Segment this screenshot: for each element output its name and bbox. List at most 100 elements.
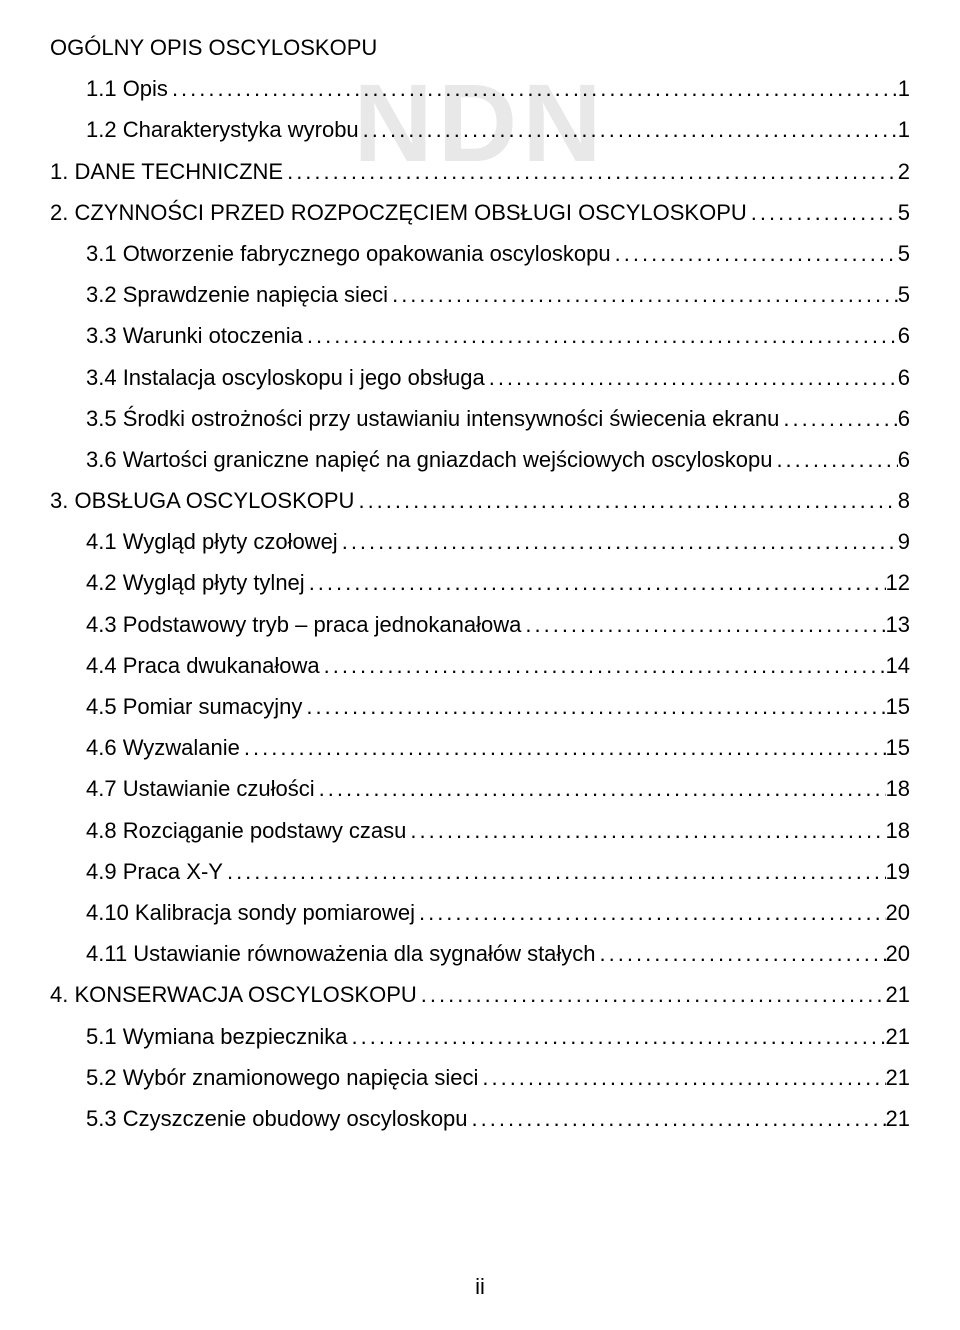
toc-entry-page: 9 bbox=[898, 524, 910, 559]
toc-entry: 4.7 Ustawianie czułości.................… bbox=[50, 771, 910, 806]
page-number: ii bbox=[475, 1274, 485, 1300]
toc-entry-page: 5 bbox=[898, 277, 910, 312]
toc-entry-page: 1 bbox=[898, 112, 910, 147]
toc-entry: OGÓLNY OPIS OSCYLOSKOPU bbox=[50, 30, 910, 65]
toc-entry-title: OGÓLNY OPIS OSCYLOSKOPU bbox=[50, 30, 377, 65]
toc-entry-dots: ........................................… bbox=[388, 277, 898, 312]
toc-entry-dots: ........................................… bbox=[478, 1060, 885, 1095]
toc-entry-title: 1.2 Charakterystyka wyrobu bbox=[86, 112, 359, 147]
toc-entry: 2. CZYNNOŚCI PRZED ROZPOCZĘCIEM OBSŁUGI … bbox=[50, 195, 910, 230]
toc-entry-title: 4. KONSERWACJA OSCYLOSKOPU bbox=[50, 977, 417, 1012]
toc-entry: 4.10 Kalibracja sondy pomiarowej........… bbox=[50, 895, 910, 930]
toc-entry: 3.1 Otworzenie fabrycznego opakowania os… bbox=[50, 236, 910, 271]
toc-entry: 4.8 Rozciąganie podstawy czasu..........… bbox=[50, 813, 910, 848]
toc-entry-title: 4.6 Wyzwalanie bbox=[86, 730, 240, 765]
toc-entry-dots: ........................................… bbox=[359, 112, 898, 147]
toc-entry-dots: ........................................… bbox=[747, 195, 898, 230]
toc-entry-page: 6 bbox=[898, 401, 910, 436]
toc-entry-dots: ........................................… bbox=[348, 1019, 886, 1054]
toc-entry-dots: ........................................… bbox=[468, 1101, 886, 1136]
toc-entry-dots: ........................................… bbox=[240, 730, 886, 765]
toc-entry: 3. OBSŁUGA OSCYLOSKOPU..................… bbox=[50, 483, 910, 518]
toc-entry-dots: ........................................… bbox=[320, 648, 886, 683]
toc-entry-title: 3. OBSŁUGA OSCYLOSKOPU bbox=[50, 483, 354, 518]
toc-entry-page: 18 bbox=[886, 771, 910, 806]
toc-entry-title: 3.3 Warunki otoczenia bbox=[86, 318, 303, 353]
toc-entry: 3.3 Warunki otoczenia...................… bbox=[50, 318, 910, 353]
toc-entry-page: 6 bbox=[898, 360, 910, 395]
toc-entry-page: 14 bbox=[886, 648, 910, 683]
toc-entry-page: 18 bbox=[886, 813, 910, 848]
toc-entry-page: 5 bbox=[898, 195, 910, 230]
toc-entry-title: 4.3 Podstawowy tryb – praca jednokanałow… bbox=[86, 607, 521, 642]
toc-entry-dots: ........................................… bbox=[223, 854, 886, 889]
toc-entry-page: 15 bbox=[886, 689, 910, 724]
toc-entry-dots: ........................................… bbox=[305, 565, 886, 600]
table-of-contents: OGÓLNY OPIS OSCYLOSKOPU 1.1 Opis.........… bbox=[50, 30, 910, 1136]
toc-entry-title: 4.10 Kalibracja sondy pomiarowej bbox=[86, 895, 415, 930]
toc-entry-title: 4.5 Pomiar sumacyjny bbox=[86, 689, 302, 724]
toc-entry: 4.11 Ustawianie równoważenia dla sygnałó… bbox=[50, 936, 910, 971]
toc-entry-title: 4.8 Rozciąganie podstawy czasu bbox=[86, 813, 406, 848]
toc-entry-dots: ........................................… bbox=[338, 524, 898, 559]
toc-entry-page: 19 bbox=[886, 854, 910, 889]
toc-entry-dots: ........................................… bbox=[406, 813, 885, 848]
toc-entry-page: 5 bbox=[898, 236, 910, 271]
toc-entry-page: 20 bbox=[886, 895, 910, 930]
toc-entry-dots: ........................................… bbox=[415, 895, 886, 930]
toc-entry: 5.1 Wymiana bezpiecznika................… bbox=[50, 1019, 910, 1054]
toc-entry-page: 20 bbox=[886, 936, 910, 971]
toc-entry-title: 3.1 Otworzenie fabrycznego opakowania os… bbox=[86, 236, 611, 271]
toc-entry-page: 21 bbox=[886, 1019, 910, 1054]
toc-entry-dots: ........................................… bbox=[168, 71, 898, 106]
toc-entry-title: 5.2 Wybór znamionowego napięcia sieci bbox=[86, 1060, 478, 1095]
toc-entry-page: 21 bbox=[886, 1101, 910, 1136]
toc-entry-page: 21 bbox=[886, 977, 910, 1012]
toc-entry-title: 3.6 Wartości graniczne napięć na gniazda… bbox=[86, 442, 772, 477]
toc-entry-dots: ........................................… bbox=[521, 607, 885, 642]
toc-entry: 3.5 Środki ostrożności przy ustawianiu i… bbox=[50, 401, 910, 436]
toc-entry-page: 21 bbox=[886, 1060, 910, 1095]
toc-entry: 5.3 Czyszczenie obudowy oscyloskopu.....… bbox=[50, 1101, 910, 1136]
toc-entry: 4.5 Pomiar sumacyjny....................… bbox=[50, 689, 910, 724]
toc-entry-dots: ........................................… bbox=[315, 771, 886, 806]
toc-entry-page: 2 bbox=[898, 154, 910, 189]
toc-entry-title: 4.4 Praca dwukanałowa bbox=[86, 648, 320, 683]
toc-entry-dots: ........................................… bbox=[772, 442, 897, 477]
toc-entry-dots: ........................................… bbox=[302, 689, 885, 724]
toc-entry-title: 5.1 Wymiana bezpiecznika bbox=[86, 1019, 348, 1054]
toc-entry: 4.9 Praca X-Y...........................… bbox=[50, 854, 910, 889]
toc-entry-page: 8 bbox=[898, 483, 910, 518]
toc-entry-title: 4.9 Praca X-Y bbox=[86, 854, 223, 889]
toc-entry-dots: ........................................… bbox=[779, 401, 897, 436]
toc-entry-title: 3.2 Sprawdzenie napięcia sieci bbox=[86, 277, 388, 312]
toc-entry-page: 1 bbox=[898, 71, 910, 106]
toc-entry-title: 4.11 Ustawianie równoważenia dla sygnałó… bbox=[86, 936, 596, 971]
toc-entry-dots: ........................................… bbox=[303, 318, 898, 353]
toc-entry: 3.6 Wartości graniczne napięć na gniazda… bbox=[50, 442, 910, 477]
toc-entry: 4.1 Wygląd płyty czołowej...............… bbox=[50, 524, 910, 559]
toc-entry-title: 5.3 Czyszczenie obudowy oscyloskopu bbox=[86, 1101, 468, 1136]
toc-entry: 4.3 Podstawowy tryb – praca jednokanałow… bbox=[50, 607, 910, 642]
toc-entry-title: 3.5 Środki ostrożności przy ustawianiu i… bbox=[86, 401, 779, 436]
toc-entry-title: 2. CZYNNOŚCI PRZED ROZPOCZĘCIEM OBSŁUGI … bbox=[50, 195, 747, 230]
toc-entry-dots: ........................................… bbox=[417, 977, 886, 1012]
toc-entry-page: 6 bbox=[898, 318, 910, 353]
toc-entry-page: 12 bbox=[886, 565, 910, 600]
toc-entry: 1.1 Opis................................… bbox=[50, 71, 910, 106]
toc-entry-title: 4.2 Wygląd płyty tylnej bbox=[86, 565, 305, 600]
toc-entry-title: 4.7 Ustawianie czułości bbox=[86, 771, 315, 806]
toc-entry-dots: ........................................… bbox=[283, 154, 898, 189]
toc-entry: 1.2 Charakterystyka wyrobu..............… bbox=[50, 112, 910, 147]
toc-entry: 4.6 Wyzwalanie..........................… bbox=[50, 730, 910, 765]
toc-entry-page: 6 bbox=[898, 442, 910, 477]
toc-entry-dots: ........................................… bbox=[611, 236, 898, 271]
toc-entry-title: 4.1 Wygląd płyty czołowej bbox=[86, 524, 338, 559]
toc-entry-title: 1. DANE TECHNICZNE bbox=[50, 154, 283, 189]
toc-entry: 4.4 Praca dwukanałowa...................… bbox=[50, 648, 910, 683]
toc-entry: 4. KONSERWACJA OSCYLOSKOPU..............… bbox=[50, 977, 910, 1012]
toc-entry-dots: ........................................… bbox=[354, 483, 897, 518]
toc-entry-title: 1.1 Opis bbox=[86, 71, 168, 106]
toc-entry-page: 15 bbox=[886, 730, 910, 765]
toc-entry: 4.2 Wygląd płyty tylnej.................… bbox=[50, 565, 910, 600]
